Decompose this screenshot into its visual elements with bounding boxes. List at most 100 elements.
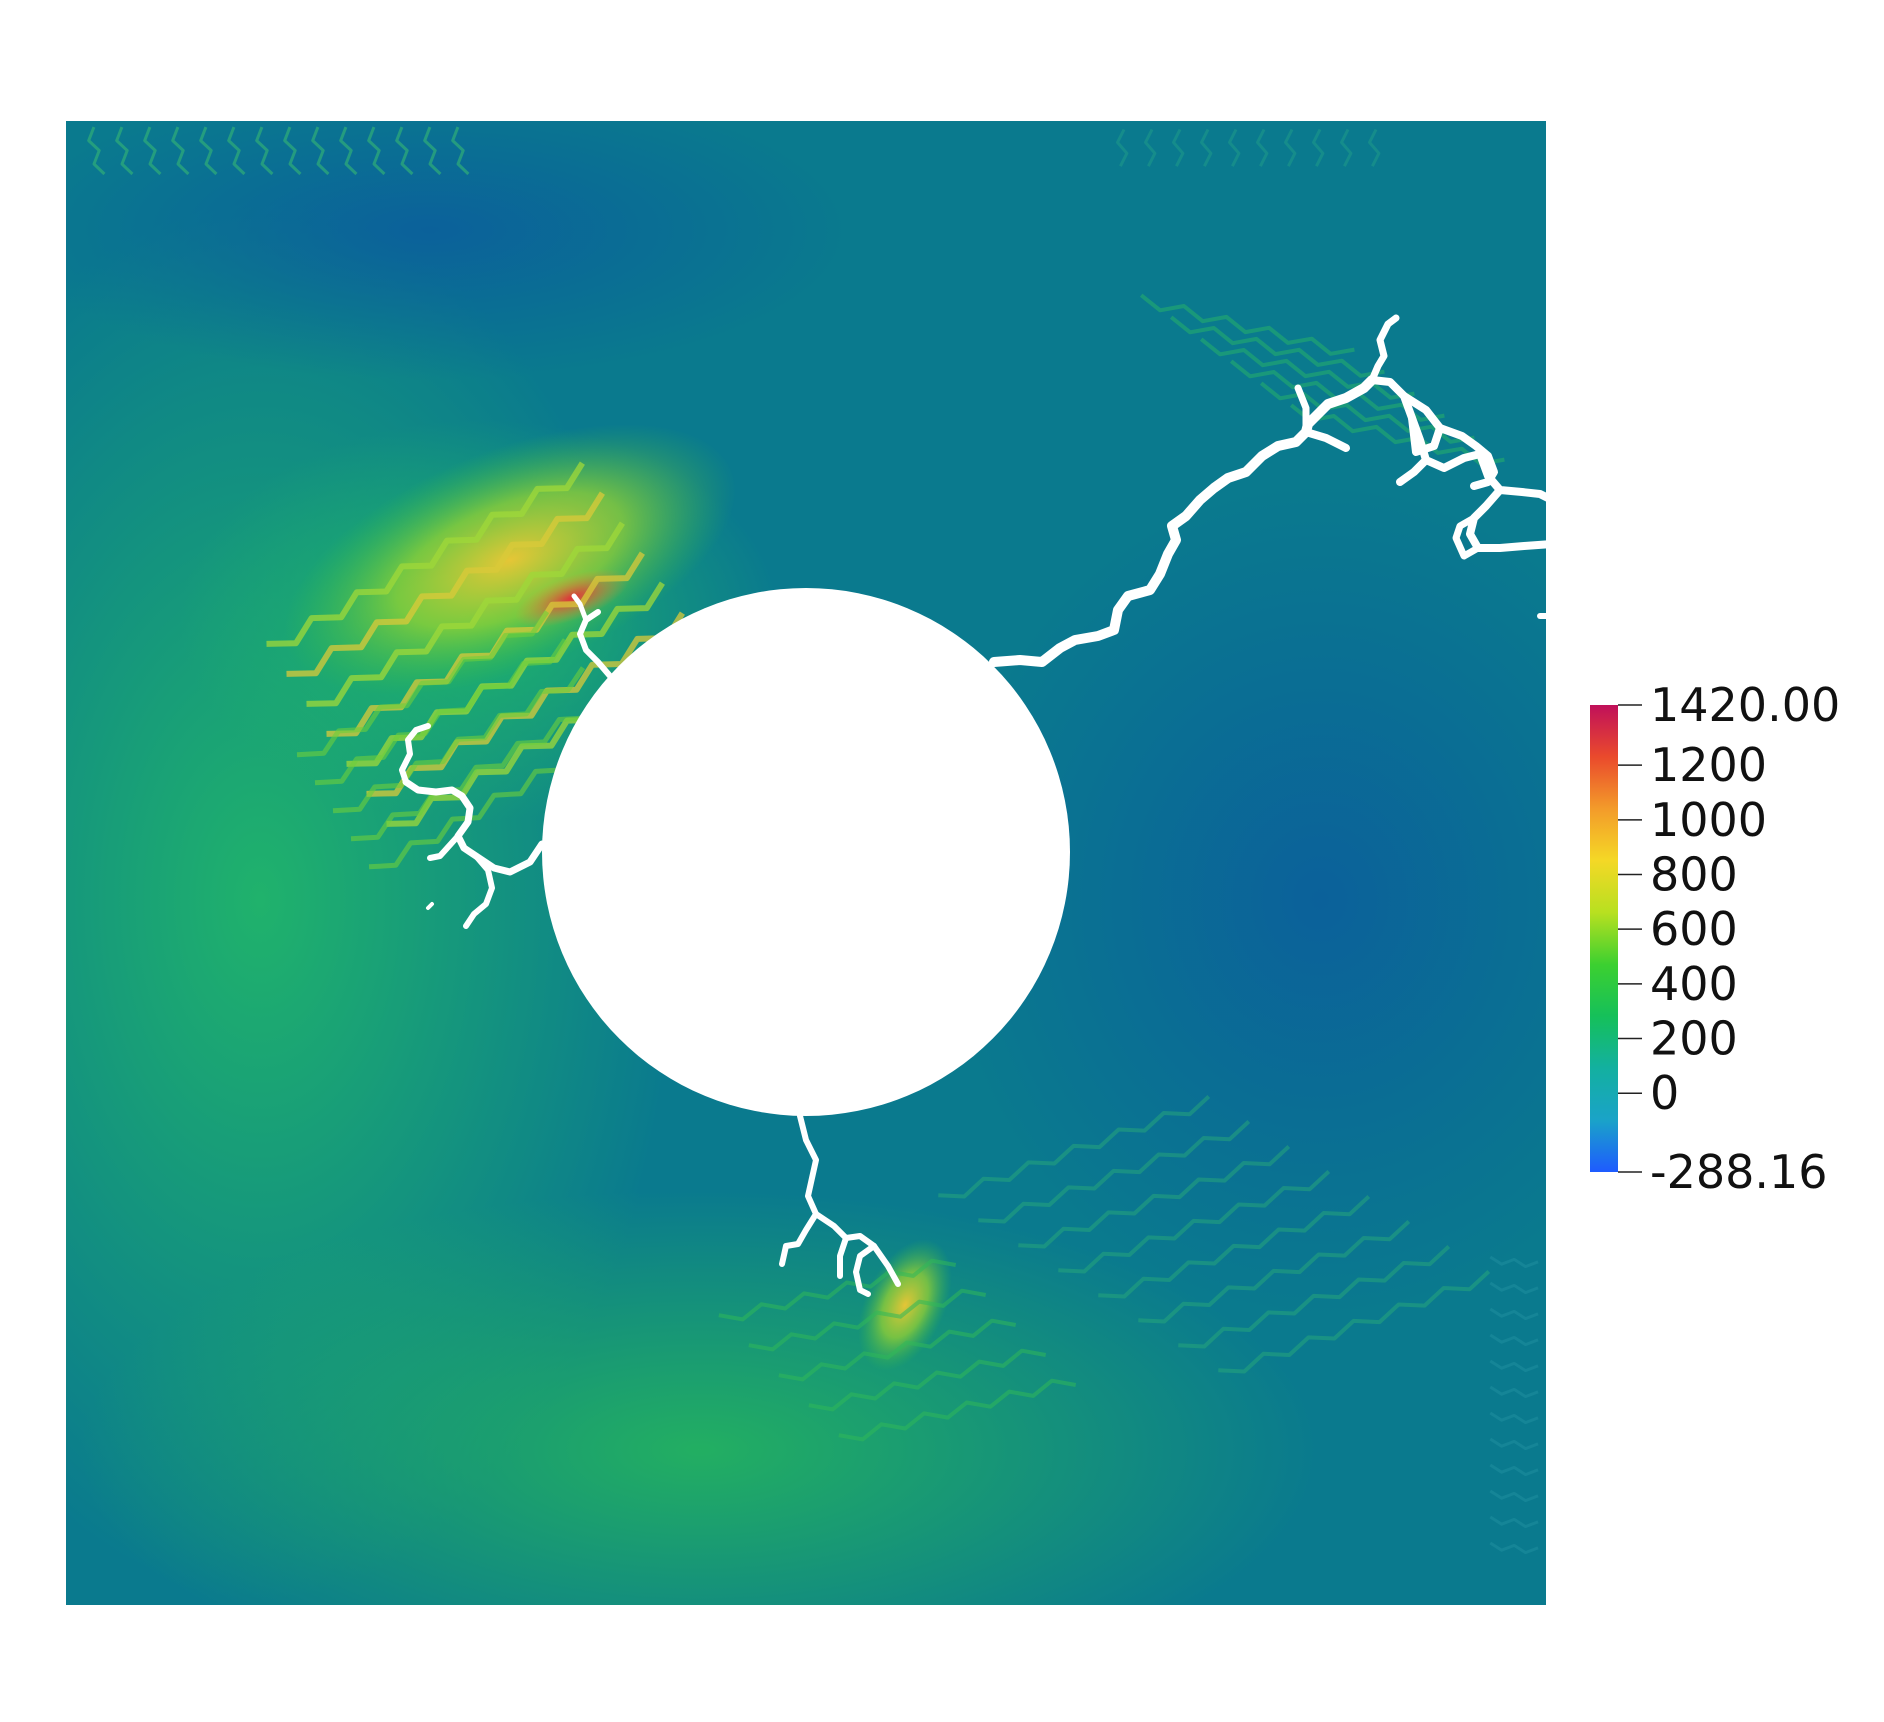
- crack-right-loop-a: [1400, 392, 1444, 456]
- crack-left-branch-c: [427, 833, 461, 861]
- stress-band: [1199, 337, 1415, 400]
- stress-band: [1228, 128, 1241, 167]
- stress-band: [1138, 1220, 1411, 1324]
- stress-band: [1489, 1463, 1539, 1477]
- stress-band: [350, 694, 604, 842]
- crack-left-branch-b: [463, 853, 495, 929]
- stress-band: [978, 1120, 1251, 1224]
- stress-band: [1489, 1281, 1539, 1295]
- crack-right-main: [989, 375, 1377, 667]
- stress-band: [395, 126, 414, 176]
- colorbar-tick-label: 800: [1650, 848, 1738, 902]
- crack-bottom-branch-b: [837, 1235, 849, 1279]
- stress-band: [1284, 128, 1297, 167]
- stress-band: [423, 126, 442, 176]
- stress-band: [332, 666, 586, 814]
- crack-left-stub: [426, 902, 434, 910]
- colorbar-tick-label: 400: [1650, 957, 1738, 1011]
- stress-band: [838, 1378, 1077, 1442]
- stress-band: [1489, 1359, 1539, 1373]
- crack-right-branch-c: [1368, 376, 1484, 472]
- stress-band: [283, 126, 302, 176]
- stress-band: [1144, 128, 1157, 167]
- crack-bottom-branch-c: [853, 1243, 877, 1297]
- stress-band: [1139, 293, 1355, 356]
- stress-band: [314, 638, 568, 786]
- colorbar-tick-label: -288.16: [1650, 1145, 1828, 1199]
- stress-band: [938, 1095, 1211, 1199]
- stress-band: [1489, 1411, 1539, 1425]
- stress-band: [296, 610, 550, 758]
- stress-band: [1169, 315, 1385, 378]
- field-green-bottom: [80, 1190, 1320, 1605]
- crack-right-branch-e: [1396, 456, 1430, 486]
- field-blue-right: [940, 480, 1546, 1320]
- stress-band: [1172, 128, 1185, 167]
- field-hot-zone: [283, 424, 737, 696]
- stress-band: [1018, 1145, 1291, 1249]
- crack-right-branch-f: [1476, 450, 1556, 504]
- central-hole: [542, 588, 1070, 1116]
- stress-band: [1368, 128, 1381, 167]
- crack-left-branch-a: [399, 723, 431, 785]
- stress-band: [1489, 1515, 1539, 1529]
- crack-bottom-main: [779, 1113, 819, 1267]
- stress-band: [306, 521, 625, 707]
- crack-right-branch-h: [1452, 514, 1482, 560]
- stress-band: [1489, 1437, 1539, 1451]
- stress-band: [718, 1258, 957, 1322]
- stress-band: [1489, 1541, 1539, 1555]
- stress-band: [808, 1348, 1047, 1412]
- stress-field-plate: [66, 121, 1546, 1605]
- stress-band: [1178, 1245, 1451, 1349]
- stress-band: [311, 126, 330, 176]
- crack-network: [399, 314, 1556, 1297]
- stress-band: [748, 1288, 987, 1352]
- stress-band: [115, 126, 134, 176]
- stress-band: [366, 611, 685, 797]
- stress-band: [1489, 1489, 1539, 1503]
- stress-band: [199, 126, 218, 176]
- crack-right-branch-a: [1294, 384, 1310, 436]
- stress-band: [1058, 1170, 1331, 1274]
- stress-band: [227, 126, 246, 176]
- crack-upper-left-tip: [571, 593, 589, 623]
- stress-band: [367, 126, 386, 176]
- stress-band: [1200, 128, 1213, 167]
- crack-right-branch-g: [1466, 486, 1556, 552]
- colorbar-tick-label: 1200: [1650, 738, 1767, 792]
- colorbar-tick-label: 0: [1650, 1066, 1679, 1120]
- field-green-bottom-crack-tip: [858, 1239, 952, 1371]
- colorbar-tick-label: 200: [1650, 1012, 1738, 1066]
- crack-right-branch-b: [1302, 428, 1350, 452]
- stress-band: [143, 126, 162, 176]
- stress-band: [255, 126, 274, 176]
- crack-left-main: [402, 778, 546, 876]
- stress-band: [339, 126, 358, 176]
- stress-band: [1489, 1385, 1539, 1399]
- colorbar-tick-label: 1000: [1650, 793, 1767, 847]
- stress-band: [1256, 128, 1269, 167]
- stress-band: [266, 461, 585, 647]
- colorbar-tick-label: 600: [1650, 902, 1738, 956]
- stress-band: [1489, 1333, 1539, 1347]
- crack-right-branch-d: [1368, 314, 1400, 384]
- stress-band: [87, 126, 106, 176]
- stress-band: [1340, 128, 1353, 167]
- stress-band: [1098, 1195, 1371, 1299]
- stress-band: [451, 126, 470, 176]
- stress-band: [1116, 128, 1129, 167]
- stress-band: [1218, 1270, 1491, 1374]
- stress-band: [778, 1318, 1017, 1382]
- stress-band: [1489, 1307, 1539, 1321]
- colorbar-ticks: [1618, 704, 1642, 1173]
- colorbar-gradient: [1590, 705, 1618, 1172]
- colorbar-tick-label: 1420.00: [1650, 678, 1840, 732]
- stress-band: [1489, 1255, 1539, 1269]
- stress-band: [171, 126, 190, 176]
- crack-bottom-branch-a: [813, 1211, 901, 1287]
- stress-band: [286, 491, 605, 677]
